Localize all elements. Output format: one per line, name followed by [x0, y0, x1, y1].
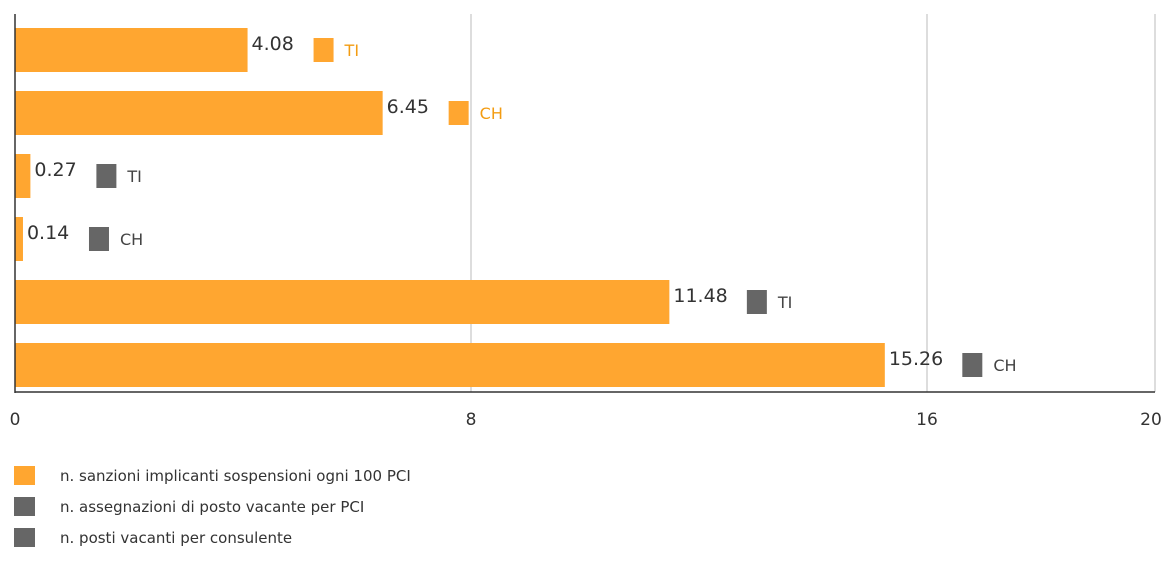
legend-label: n. posti vacanti per consulente	[60, 529, 293, 547]
region-tag-label: CH	[480, 104, 503, 123]
bar-value-label: 6.45	[387, 96, 429, 118]
bar	[15, 28, 248, 72]
legend-label: n. sanzioni implicanti sospensioni ogni …	[60, 467, 411, 485]
region-marker-icon	[448, 101, 469, 125]
bar	[15, 280, 670, 324]
legend-swatch-icon	[14, 497, 35, 516]
bar	[15, 343, 885, 387]
bar-value-label: 0.14	[27, 222, 69, 244]
region-marker-icon	[313, 38, 334, 62]
legend-swatch-icon	[14, 466, 35, 485]
bar-value-label: 11.48	[673, 285, 727, 307]
bar	[15, 91, 383, 135]
region-marker-icon	[88, 227, 109, 251]
region-marker-icon	[96, 164, 117, 188]
legend-swatch-icon	[14, 528, 35, 547]
legend-label: n. assegnazioni di posto vacante per PCI	[60, 498, 365, 516]
region-marker-icon	[746, 290, 767, 314]
x-tick-label: 0	[10, 410, 21, 430]
bar-value-label: 4.08	[252, 33, 294, 55]
region-tag-label: CH	[120, 230, 143, 249]
grid-lines	[470, 14, 1156, 392]
bars: 4.08 TI 6.45 CH 0.27 TI 0.14 CH 11.48 TI 15.26 CH	[15, 28, 1017, 387]
region-tag-label: TI	[777, 293, 793, 312]
bar-chart: 4.08 TI 6.45 CH 0.27 TI 0.14 CH 11.48 TI 15.26 CH 0…	[10, 14, 1162, 430]
region-tag-label: TI	[344, 41, 360, 60]
x-tick-label: 8	[466, 410, 477, 430]
bar	[15, 154, 31, 198]
region-tag-label: TI	[126, 167, 142, 186]
x-tick-label: 16	[916, 410, 938, 430]
bar-value-label: 15.26	[889, 348, 943, 370]
x-tick-labels: 0 8 16 20	[10, 410, 1162, 430]
bar-value-label: 0.27	[34, 159, 76, 181]
region-tag-label: CH	[993, 356, 1016, 375]
bar	[15, 217, 23, 261]
region-marker-icon	[962, 353, 983, 377]
axes	[14, 14, 1155, 393]
x-tick-label: 20	[1140, 410, 1162, 430]
